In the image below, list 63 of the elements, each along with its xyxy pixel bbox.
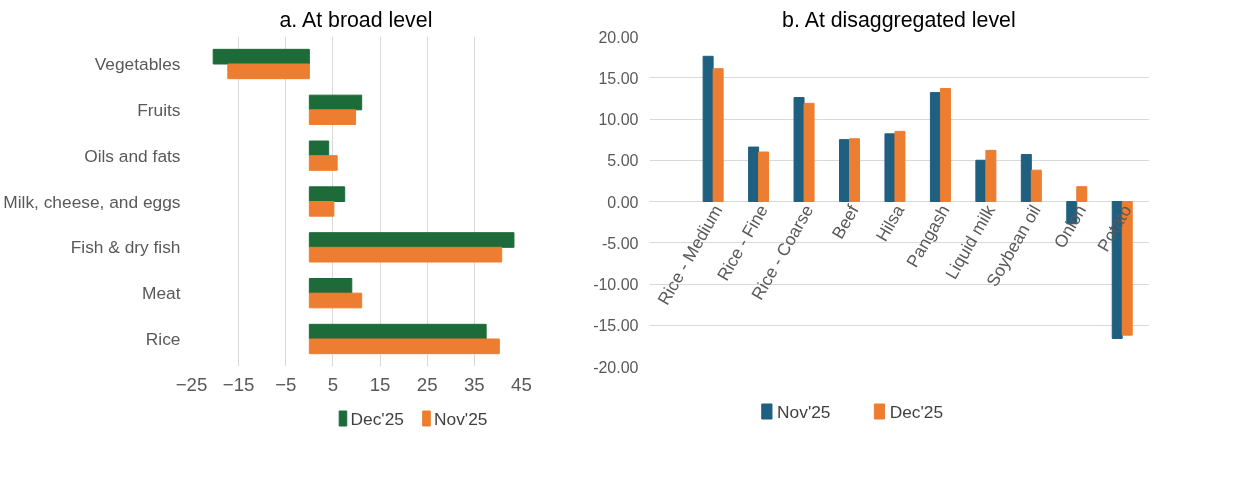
- bar: [1076, 186, 1088, 202]
- x-tick-label: 35: [463, 373, 485, 395]
- legend-label: Dec'25: [350, 408, 404, 429]
- bar: [1020, 153, 1032, 202]
- x-tick-label: 5: [327, 373, 339, 395]
- bar: [975, 159, 987, 202]
- y-tick-label: -10.00: [593, 276, 639, 293]
- bar: [308, 186, 346, 202]
- bar: [803, 102, 815, 202]
- bar: [212, 48, 310, 65]
- x-tick-label: 45: [511, 373, 532, 395]
- bar: [308, 232, 515, 248]
- x-tick-label: Beef: [827, 201, 863, 243]
- y-tick-label: 15.00: [598, 69, 639, 87]
- bar: [793, 97, 805, 202]
- bar: [1030, 169, 1042, 202]
- bar: [884, 133, 896, 202]
- y-tick-label: 5.00: [607, 152, 639, 170]
- bar: [308, 323, 487, 340]
- bar: [929, 92, 941, 202]
- bar: [308, 155, 338, 171]
- y-tick-label: -15.00: [593, 317, 639, 335]
- y-tick-label: 10.00: [598, 111, 639, 128]
- y-tick-label: Meat: [141, 283, 181, 304]
- bar: [308, 292, 363, 309]
- bar: [308, 246, 503, 263]
- bar: [308, 201, 335, 217]
- bar: [308, 94, 363, 111]
- y-tick-label: 0.00: [607, 193, 639, 211]
- bar: [702, 55, 714, 202]
- bar: [308, 109, 357, 125]
- bar: [308, 338, 500, 355]
- y-tick-label: Oils and fats: [84, 145, 181, 166]
- y-tick-label: Rice: [145, 329, 181, 349]
- bar: [758, 151, 770, 202]
- x-tick-label: Hilsa: [871, 201, 909, 245]
- x-tick-label: −25: [175, 373, 208, 395]
- x-tick-label: −15: [222, 373, 255, 395]
- chart-title: a. At broad level: [279, 7, 433, 32]
- x-tick-label: −5: [275, 373, 297, 395]
- bar: [849, 138, 860, 202]
- bar: [308, 140, 330, 157]
- legend-label: Nov'25: [434, 408, 488, 429]
- legend-label: Dec'25: [889, 401, 944, 422]
- legend-label: Nov'25: [777, 401, 831, 422]
- bar: [839, 139, 850, 202]
- y-tick-label: Fish & dry fish: [70, 237, 181, 258]
- y-tick-label: Fruits: [137, 99, 181, 120]
- bar: [712, 68, 724, 202]
- bar: [227, 63, 310, 80]
- bar: [308, 278, 353, 294]
- bar: [748, 146, 760, 202]
- chart-title: b. At disaggregated level: [782, 7, 1016, 32]
- y-tick-label: Milk, cheese, and eggs: [3, 191, 181, 212]
- x-tick-label: 25: [416, 373, 438, 395]
- bar: [985, 149, 997, 202]
- x-tick-label: 15: [369, 373, 391, 395]
- y-tick-label: Vegetables: [94, 54, 181, 74]
- bar: [939, 87, 951, 202]
- y-tick-label: -5.00: [602, 234, 639, 252]
- y-tick-label: 20.00: [598, 28, 639, 46]
- y-tick-label: -20.00: [593, 358, 639, 376]
- bar: [894, 130, 906, 202]
